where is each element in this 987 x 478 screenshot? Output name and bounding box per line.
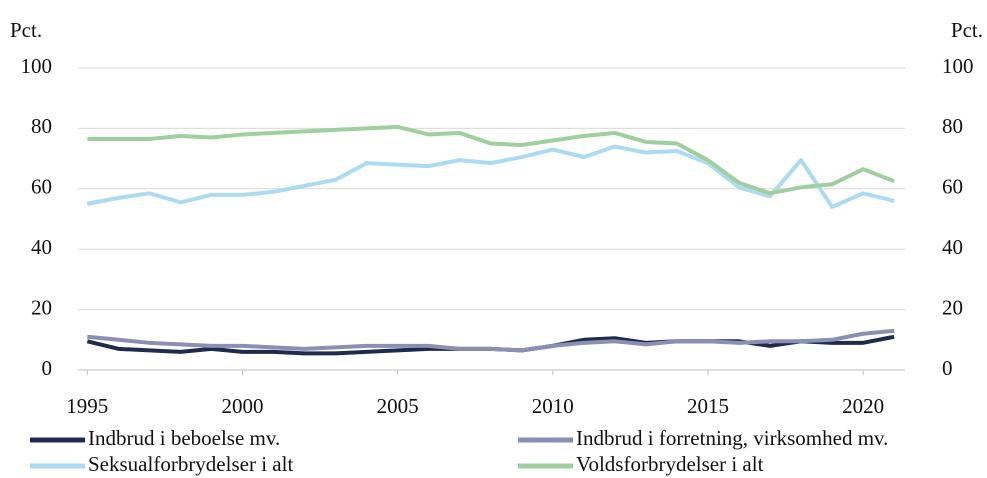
y-axis-label: Pct. (10, 18, 42, 42)
series-line (87, 124, 895, 196)
x-tick-label: 2020 (842, 394, 884, 418)
y-tick-label: 100 (21, 54, 53, 78)
legend-label: Indbrud i forretning, virksomhed mv. (576, 426, 888, 450)
x-tick-label: 2010 (532, 394, 574, 418)
y-tick-label: 0 (42, 356, 53, 380)
x-tick-label: 1995 (66, 394, 108, 418)
y-tick-label: 40 (31, 235, 52, 259)
series-line (87, 328, 895, 353)
legend-label: Indbrud i beboelse mv. (88, 426, 280, 450)
series-line (86, 144, 895, 209)
y-tick-label: 80 (31, 114, 52, 138)
y2-tick-label: 100 (942, 54, 974, 78)
y2-axis-label: Pct. (951, 18, 983, 42)
y2-tick-label: 20 (942, 295, 963, 319)
y-tick-label: 60 (31, 175, 52, 199)
y2-tick-label: 40 (942, 235, 963, 259)
y2-tick-label: 80 (942, 114, 963, 138)
legend-label: Seksualforbrydelser i alt (88, 452, 293, 476)
x-tick-label: 2005 (377, 394, 419, 418)
x-tick-label: 2000 (221, 394, 263, 418)
x-tick-label: 2015 (687, 394, 729, 418)
y-tick-label: 20 (31, 295, 52, 319)
y2-tick-label: 60 (942, 175, 963, 199)
legend-label: Voldsforbrydelser i alt (576, 452, 764, 476)
y2-tick-label: 0 (942, 356, 953, 380)
